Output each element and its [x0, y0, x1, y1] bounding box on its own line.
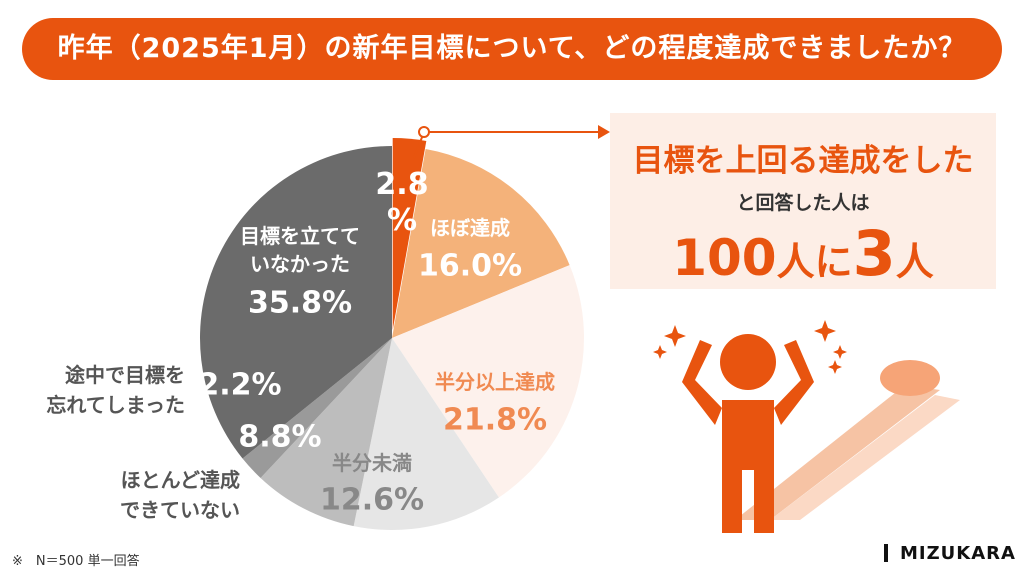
leg	[754, 465, 774, 533]
sparkle	[833, 345, 847, 359]
shadow-head	[880, 360, 940, 396]
value-label: 2.8 %	[375, 167, 429, 238]
pie-slice	[392, 265, 584, 498]
sparkle	[828, 360, 842, 374]
pie-slice	[353, 338, 499, 530]
value-label: 35.8%	[247, 285, 353, 321]
arm	[682, 340, 722, 425]
arrow-head	[598, 125, 610, 139]
arm	[774, 340, 814, 425]
value-label: 21.8%	[442, 402, 548, 438]
slice-label: 半分以上達成	[435, 370, 555, 394]
slice-label: 目標を立てて いなかった	[240, 224, 360, 276]
slice-label: ほとんど達成 できていない	[120, 468, 240, 522]
shadow	[735, 385, 940, 520]
sparkle	[653, 345, 667, 359]
value-label: 8.8%	[238, 419, 322, 455]
pie	[199, 138, 584, 530]
logo: MIZUKARA	[900, 543, 1016, 564]
slice-label: ほぼ達成	[430, 216, 510, 240]
callout-ratio: 100人に3人	[610, 217, 996, 290]
pie-slice	[260, 338, 392, 527]
title: 昨年（2025年1月）の新年目標について、どの程度達成できましたか？	[22, 18, 1002, 80]
slice-label: 半分未満	[332, 451, 412, 475]
pie-slice	[199, 146, 392, 459]
slice-label: 途中で目標を 忘れてしまった	[46, 363, 185, 417]
ratio-text: 人	[895, 240, 934, 284]
pie-slice	[392, 148, 570, 338]
sparkle	[814, 320, 836, 342]
ratio-number: 3	[852, 217, 896, 290]
head	[720, 334, 776, 390]
value-label: 2.2%	[198, 367, 282, 403]
ratio-text: 人に	[776, 240, 853, 284]
pie-slice	[242, 338, 392, 478]
illustration	[653, 320, 960, 562]
callout: 目標を上回る達成をした と回答した人は 100人に3人	[610, 113, 996, 290]
value-label: 12.6%	[319, 482, 425, 518]
pie-slice	[392, 138, 427, 331]
callout-sub: と回答した人は	[736, 192, 870, 214]
footnote: ※ N＝500 単一回答	[12, 554, 140, 569]
value-label: 16.0%	[417, 248, 523, 284]
sparkle	[664, 325, 686, 347]
connector	[413, 125, 610, 159]
body	[722, 400, 774, 470]
leg	[722, 465, 742, 533]
callout-heading: 目標を上回る達成をした	[632, 143, 974, 179]
connector-dot	[418, 126, 430, 138]
shadow	[770, 395, 960, 520]
logo-mark	[884, 544, 888, 562]
ratio-number: 100	[672, 229, 777, 287]
